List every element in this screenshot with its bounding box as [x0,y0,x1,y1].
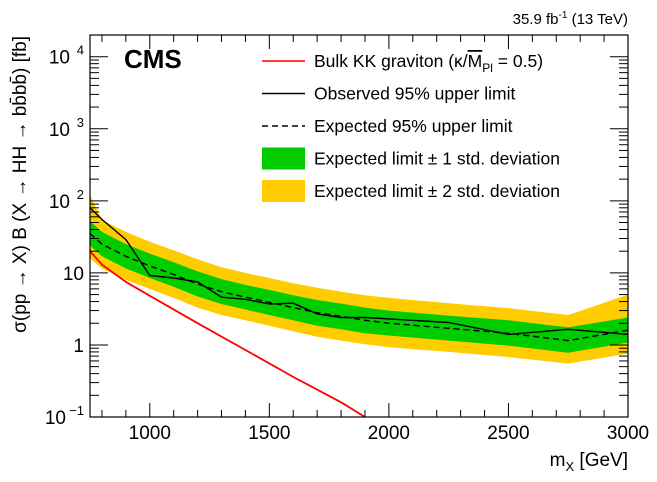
limit-curves [89,207,629,418]
legend-label: Expected limit ± 1 std. deviation [314,149,560,169]
legend-swatch-band [262,180,305,202]
legend-label: Bulk KK graviton (κ/MPl = 0.5) [314,51,543,75]
lumi-energy: (13 TeV) [567,11,628,28]
expected-limit-line [89,233,629,342]
y-tick-exponent: 3 [77,115,84,130]
experiment-label: CMS [124,44,182,74]
lumi-value: 35.9 fb [513,11,559,28]
y-tick-label: 10 [49,120,70,141]
legend-swatch-band [262,147,305,170]
legend-label-overline: M [468,51,483,71]
y-tick-exponent: 4 [77,43,84,58]
graviton-theory-line [89,250,366,418]
x-axis-subscript: X [565,459,574,474]
observed-limit-line [89,207,629,336]
luminosity-label: 35.9 fb-1 (13 TeV) [513,10,628,28]
uncertainty-bands [90,195,628,364]
y-tick-label: 10 [63,264,84,285]
legend-label-subscript: Pl [482,61,493,75]
x-tick-label: 1500 [248,423,290,444]
legend-label: Expected 95% upper limit [314,116,513,136]
y-tick-exponent: 2 [77,187,84,202]
legend-label: Observed 95% upper limit [314,84,515,104]
legend-label: Expected limit ± 2 std. deviation [314,181,560,201]
y-tick-label: 10 [45,408,66,429]
y-axis-title: σ(pp → X) B (X → HH → bb̄bb̄) [fb] [10,36,31,333]
y-tick-label: 10 [49,48,70,69]
lumi-exponent: -1 [559,10,568,21]
axis-ticks [90,34,629,418]
y-tick-exponent: −1 [69,403,84,418]
x-tick-label: 3000 [607,423,649,444]
legend-label-tail: = 0.5) [493,51,543,71]
x-tick-label: 2500 [487,423,529,444]
x-tick-label: 1000 [129,423,171,444]
plot-frame [89,34,629,418]
x-tick-label: 2000 [368,423,410,444]
legend: Bulk KK graviton (κ/MPl = 0.5) Observed 9… [262,51,560,202]
legend-label-main: Bulk KK graviton (κ/ [314,51,468,71]
x-axis-title: mX [GeV] [550,450,628,474]
y-tick-label: 10 [49,192,70,213]
x-axis-unit: [GeV] [574,450,628,471]
x-axis-symbol: m [550,450,566,471]
y-tick-label: 1 [73,336,84,357]
one-sigma-band [90,221,628,353]
